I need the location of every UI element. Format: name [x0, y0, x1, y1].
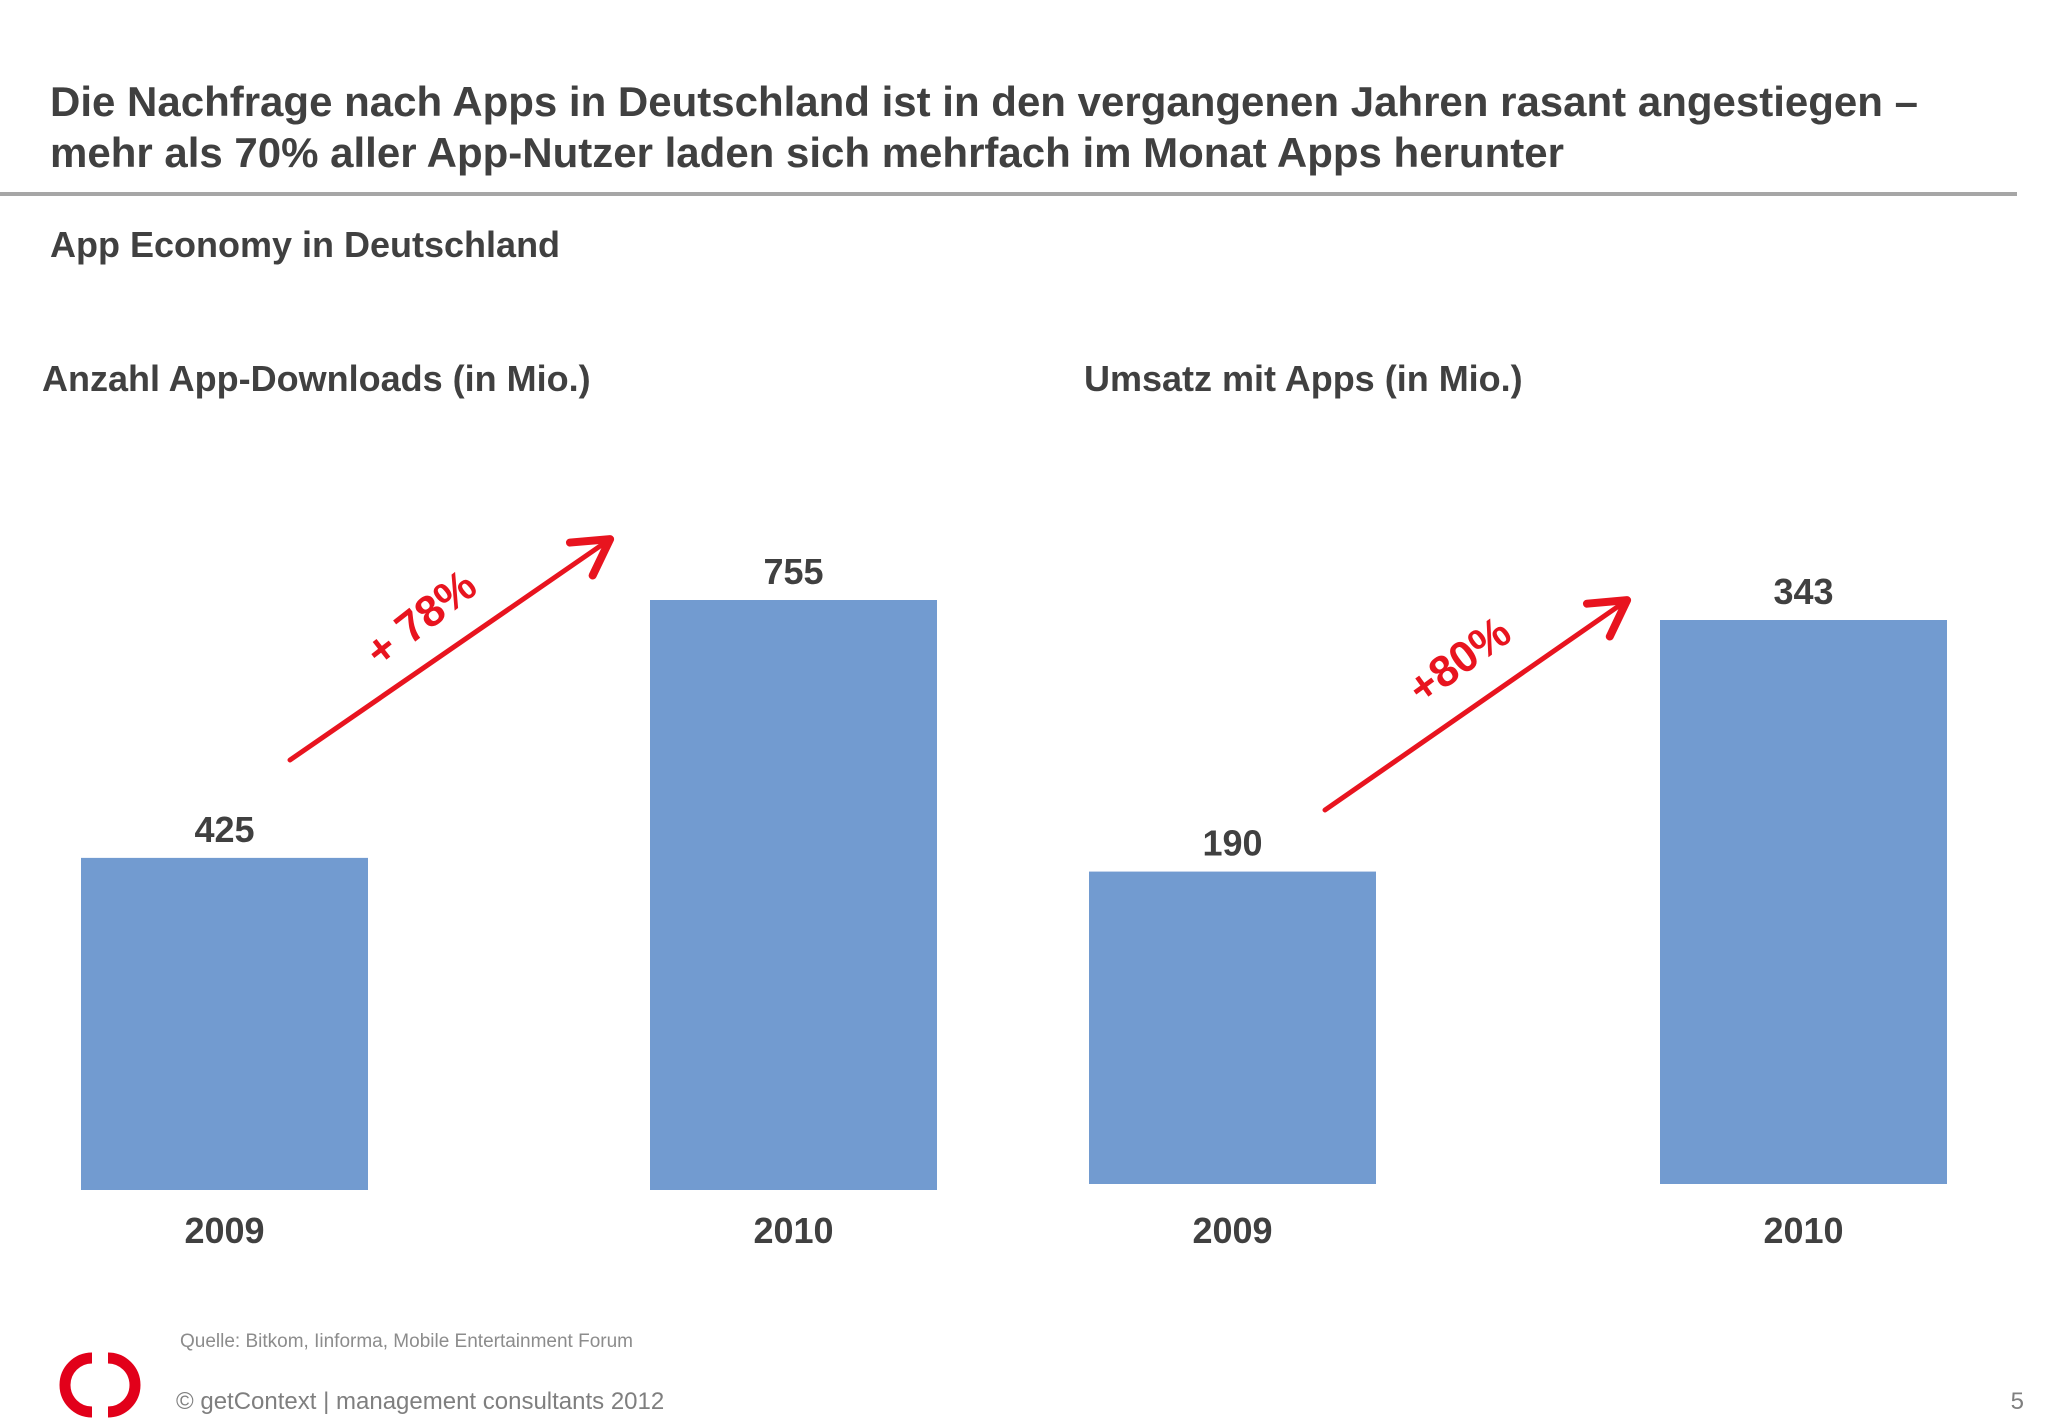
copyright-footer: © getContext | management consultants 20…: [176, 1388, 664, 1416]
growth-annotation: +80%: [1399, 607, 1520, 714]
title-divider: [0, 192, 2017, 196]
headline-line-2: mehr als 70% aller App-Nutzer laden sich…: [50, 129, 1564, 176]
chart-title-revenue: Umsatz mit Apps (in Mio.): [1084, 358, 1523, 399]
headline-line-1: Die Nachfrage nach Apps in Deutschland i…: [50, 78, 1918, 125]
section-subtitle: App Economy in Deutschland: [50, 224, 561, 265]
bar-downloads-2010: [650, 600, 937, 1190]
chart-title-downloads: Anzahl App-Downloads (in Mio.): [42, 358, 591, 399]
copyright-text: getContext | management consultants 2012: [200, 1388, 665, 1415]
bar-downloads-2009: [81, 857, 368, 1190]
source-note: Quelle: Bitkom, Iinforma, Mobile Enterta…: [180, 1331, 634, 1352]
value-label: 425: [194, 809, 254, 850]
growth-arrow: [1322, 596, 1632, 813]
page-number: 5: [2010, 1388, 2024, 1415]
category-label: 2010: [753, 1210, 833, 1251]
headline: Die Nachfrage nach Apps in Deutschland i…: [50, 76, 2000, 178]
getcontext-logo-icon: [59, 1352, 141, 1418]
copyright-symbol: ©: [176, 1388, 194, 1415]
category-label: 2009: [184, 1210, 264, 1251]
value-label: 755: [763, 551, 823, 592]
bar-revenue-2010: [1660, 620, 1947, 1184]
value-label: 343: [1773, 571, 1833, 612]
category-label: 2009: [1192, 1210, 1272, 1251]
growth-annotation: + 78%: [356, 560, 485, 676]
category-label: 2010: [1763, 1210, 1843, 1251]
value-label: 190: [1202, 823, 1262, 864]
bar-revenue-2009: [1089, 871, 1376, 1184]
growth-arrow: [287, 535, 615, 763]
